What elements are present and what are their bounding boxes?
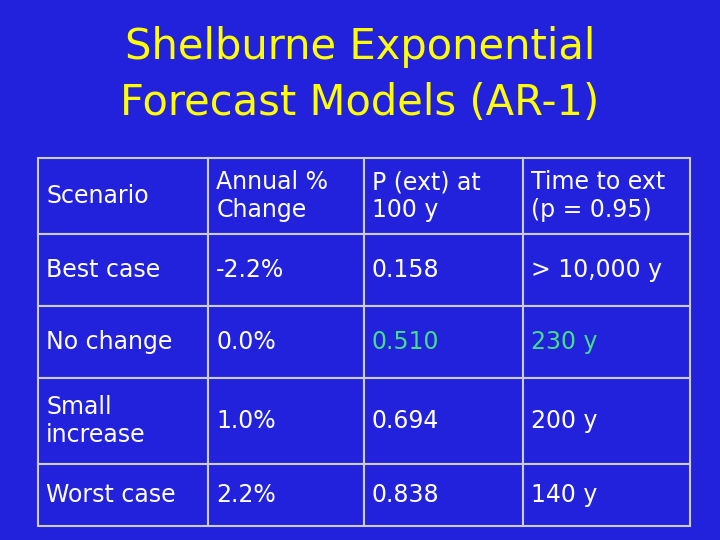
Text: 230 y: 230 y: [531, 330, 598, 354]
Bar: [523, 158, 690, 234]
Bar: [38, 234, 208, 306]
Bar: [38, 158, 208, 234]
Text: 0.158: 0.158: [372, 258, 440, 282]
Text: 2.2%: 2.2%: [216, 483, 276, 507]
Bar: [38, 464, 208, 526]
Bar: [523, 378, 690, 464]
Text: 0.838: 0.838: [372, 483, 440, 507]
Text: 0.510: 0.510: [372, 330, 439, 354]
Text: > 10,000 y: > 10,000 y: [531, 258, 662, 282]
Text: Small
increase: Small increase: [46, 395, 145, 447]
Text: 200 y: 200 y: [531, 409, 598, 433]
Text: No change: No change: [46, 330, 172, 354]
Bar: [364, 234, 523, 306]
Bar: [208, 158, 364, 234]
Bar: [208, 464, 364, 526]
Text: Best case: Best case: [46, 258, 161, 282]
Bar: [523, 464, 690, 526]
Text: P (ext) at
100 y: P (ext) at 100 y: [372, 170, 481, 222]
Text: Time to ext
(p = 0.95): Time to ext (p = 0.95): [531, 170, 665, 222]
Text: Worst case: Worst case: [46, 483, 176, 507]
Bar: [523, 306, 690, 378]
Bar: [364, 464, 523, 526]
Text: 1.0%: 1.0%: [216, 409, 276, 433]
Bar: [208, 306, 364, 378]
Text: 0.694: 0.694: [372, 409, 439, 433]
Text: Shelburne Exponential
Forecast Models (AR-1): Shelburne Exponential Forecast Models (A…: [120, 26, 600, 124]
Bar: [523, 234, 690, 306]
Bar: [208, 378, 364, 464]
Text: Scenario: Scenario: [46, 184, 148, 208]
Bar: [364, 158, 523, 234]
Text: 140 y: 140 y: [531, 483, 598, 507]
Text: -2.2%: -2.2%: [216, 258, 284, 282]
Text: 0.0%: 0.0%: [216, 330, 276, 354]
Bar: [364, 378, 523, 464]
Bar: [208, 234, 364, 306]
Bar: [38, 378, 208, 464]
Text: Annual %
Change: Annual % Change: [216, 170, 328, 222]
Bar: [38, 306, 208, 378]
Bar: [364, 306, 523, 378]
